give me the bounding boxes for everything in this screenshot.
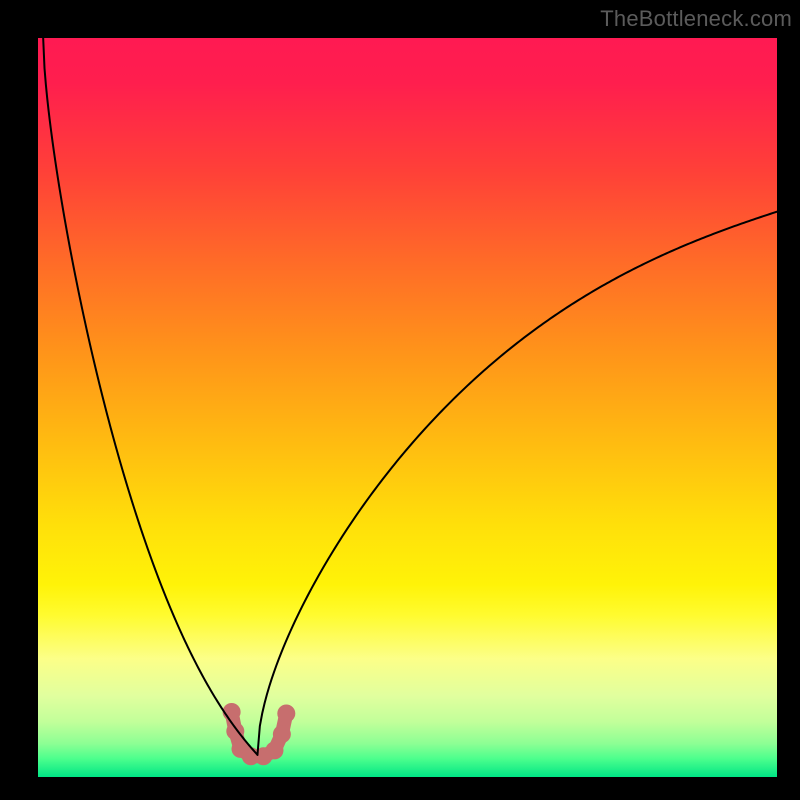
chart-container: TheBottleneck.com xyxy=(0,0,800,800)
gradient-background xyxy=(38,38,777,777)
plot-svg xyxy=(0,0,800,800)
watermark-text: TheBottleneck.com xyxy=(600,6,792,32)
